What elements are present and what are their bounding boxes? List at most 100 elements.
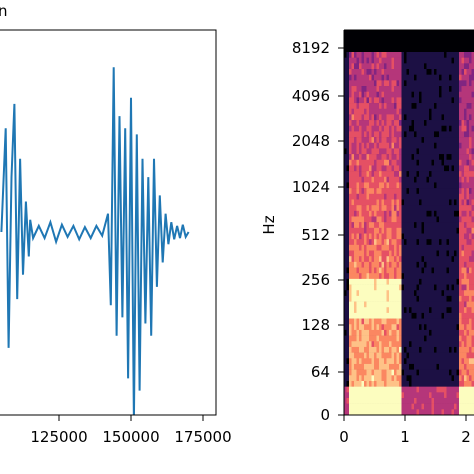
spectrogram-cell bbox=[384, 375, 387, 382]
spectrogram-cell bbox=[379, 52, 382, 58]
spectrogram-cell bbox=[449, 108, 452, 115]
spectrogram-cell bbox=[464, 335, 467, 342]
spectrogram-cell bbox=[376, 290, 380, 297]
spectrogram-cell bbox=[429, 307, 432, 314]
spectrogram-cell bbox=[354, 125, 357, 132]
spectrogram-cell bbox=[346, 108, 350, 115]
spectrogram-cell bbox=[456, 352, 460, 359]
spectrogram-cell bbox=[464, 171, 467, 178]
spectrogram-cell bbox=[429, 222, 432, 229]
spectrogram-cell bbox=[371, 380, 375, 387]
spectrogram-cell bbox=[461, 301, 465, 308]
spectrogram-cell bbox=[369, 74, 372, 81]
spectrogram-cell bbox=[399, 154, 402, 161]
spectrogram-cell bbox=[349, 227, 352, 234]
spectrogram-cell bbox=[466, 176, 470, 183]
spectrogram-cell bbox=[369, 380, 372, 387]
spectrogram-cell bbox=[446, 256, 450, 263]
spectrogram-cell bbox=[361, 188, 365, 195]
spectrogram-cell bbox=[379, 397, 382, 404]
spectrogram-cell bbox=[449, 244, 452, 251]
spectrogram-cell bbox=[449, 386, 452, 393]
spectrogram-cell bbox=[401, 57, 405, 64]
spectrogram-cell bbox=[394, 137, 397, 144]
spectrogram-cell bbox=[459, 380, 462, 387]
spectrogram-cell bbox=[459, 193, 462, 200]
spectrogram-cell bbox=[374, 69, 377, 75]
spectrogram-cell bbox=[384, 91, 387, 98]
spectrogram-cell bbox=[421, 131, 425, 138]
spectrogram-cell bbox=[381, 239, 385, 246]
spectrogram-cell bbox=[461, 256, 465, 263]
spectrogram-cell bbox=[444, 239, 447, 246]
spectrogram-cell bbox=[384, 142, 387, 149]
spectrogram-cell bbox=[456, 97, 460, 104]
spectrogram-cell bbox=[376, 295, 380, 302]
spectrogram-cell bbox=[401, 108, 405, 115]
spectrogram-cell bbox=[436, 114, 440, 121]
spectrogram-cell bbox=[364, 409, 367, 415]
spectrogram-cell bbox=[361, 318, 365, 325]
spectrogram-cell bbox=[431, 57, 435, 64]
spectrogram-cell bbox=[364, 363, 367, 370]
spectrogram-cell bbox=[369, 69, 372, 75]
spectrogram-cell bbox=[384, 165, 387, 172]
spectrogram-cell bbox=[451, 120, 455, 127]
spectrogram-cell bbox=[356, 239, 360, 246]
spectrogram-cell bbox=[389, 188, 392, 195]
spectrogram-cell bbox=[409, 386, 412, 393]
spectrogram-cell bbox=[381, 222, 385, 229]
spectrogram-cell bbox=[436, 199, 440, 206]
spectrogram-cell bbox=[351, 397, 355, 404]
spectrogram-cell bbox=[414, 295, 417, 302]
spectrogram-cell bbox=[376, 222, 380, 229]
spectrogram-cell bbox=[416, 103, 420, 110]
spectrogram-cell bbox=[469, 142, 472, 149]
spectrogram-cell bbox=[391, 227, 395, 234]
spectrogram-cell bbox=[434, 199, 437, 206]
spectrogram-y-tick-label: 128 bbox=[301, 316, 330, 334]
spectrogram-cell bbox=[419, 57, 422, 64]
spectrogram-cell bbox=[346, 352, 350, 359]
spectrogram-cell bbox=[386, 307, 390, 314]
spectrogram-cell bbox=[371, 233, 375, 240]
spectrogram-cell bbox=[451, 86, 455, 92]
spectrogram-cell bbox=[421, 261, 425, 268]
spectrogram-cell bbox=[414, 171, 417, 178]
spectrogram-cell bbox=[349, 358, 352, 365]
spectrogram-cell bbox=[416, 290, 420, 297]
spectrogram-cell bbox=[449, 171, 452, 178]
spectrogram-cell bbox=[389, 205, 392, 212]
spectrogram-cell bbox=[364, 63, 367, 70]
spectrogram-cell bbox=[469, 369, 472, 376]
spectrogram-cell bbox=[431, 154, 435, 161]
spectrogram-cell bbox=[354, 250, 357, 257]
spectrogram-cell bbox=[361, 256, 365, 263]
spectrogram-cell bbox=[464, 409, 467, 415]
spectrogram-cell bbox=[429, 244, 432, 251]
spectrogram-cell bbox=[421, 182, 425, 189]
spectrogram-cell bbox=[366, 176, 370, 183]
spectrogram-cell bbox=[454, 369, 457, 376]
spectrogram-cell bbox=[424, 397, 427, 404]
spectrogram-cell bbox=[436, 324, 440, 331]
spectrogram-cell bbox=[411, 188, 415, 195]
spectrogram-cell bbox=[366, 409, 370, 415]
spectrogram-cell bbox=[379, 375, 382, 382]
spectrogram-cell bbox=[369, 114, 372, 121]
spectrogram-cell bbox=[344, 125, 347, 132]
spectrogram-cell bbox=[344, 176, 347, 183]
spectrogram-cell bbox=[399, 52, 402, 58]
spectrogram-cell bbox=[434, 363, 437, 370]
spectrogram-cell bbox=[414, 244, 417, 251]
spectrogram-cell bbox=[461, 352, 465, 359]
spectrogram-cell bbox=[426, 318, 430, 325]
spectrogram-cell bbox=[411, 216, 415, 223]
spectrogram-cell bbox=[349, 182, 352, 189]
spectrogram-cell bbox=[391, 295, 395, 302]
spectrogram-cell bbox=[446, 239, 450, 246]
spectrogram-cell bbox=[411, 335, 415, 342]
spectrogram-cell bbox=[414, 324, 417, 331]
spectrogram-cell bbox=[371, 216, 375, 223]
